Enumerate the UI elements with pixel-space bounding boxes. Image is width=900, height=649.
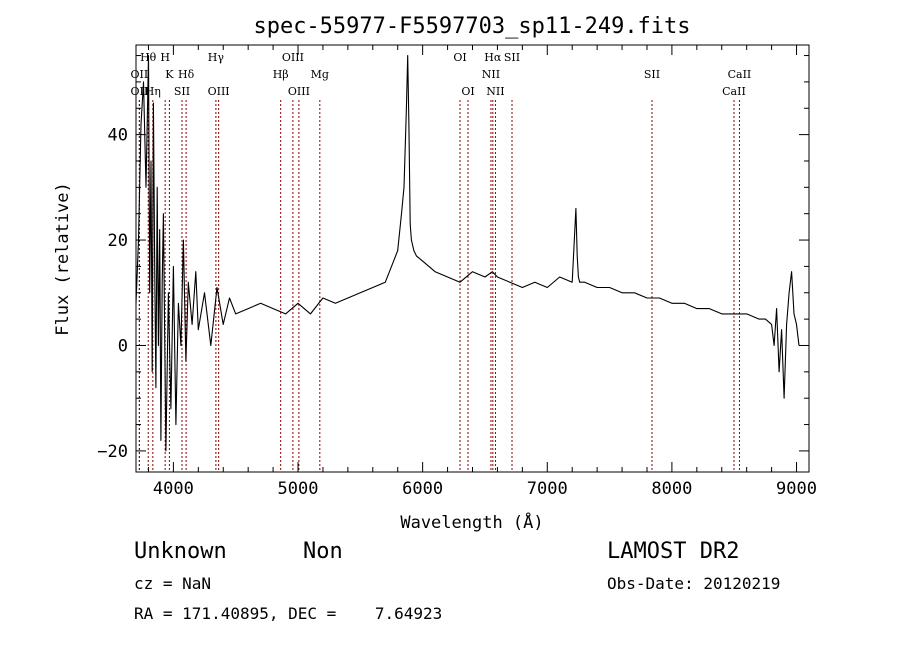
spectral-line-label: SII [644,68,660,81]
spectral-line-label: OI [461,85,474,98]
spectral-line-label: NII [486,85,504,98]
y-axis-label: Flux (relative) [53,182,73,336]
y-tick-label: −20 [97,442,128,462]
spectral-line-label: Hδ [178,68,195,81]
ra-dec-coordinates: RA = 171.40895, DEC = 7.64923 [134,604,443,623]
spectrum-series-layer [135,54,800,452]
spectral-line-label: CaII [728,68,752,81]
spectral-lines-layer: OIIHθOIIHηHKSIIHδHγOIIIHβOIIIOIIIMgOIOIH… [131,51,752,472]
x-tick-label: 6000 [402,479,443,499]
y-tick-label: 40 [108,126,128,146]
x-tick-label: 5000 [278,479,319,499]
spectral-line-label: Hα [484,51,502,64]
spectral-line-label: NII [482,68,500,81]
x-tick-label: 7000 [527,479,568,499]
spectral-line-label: OI [453,51,466,64]
x-tick-label: 8000 [651,479,692,499]
spectral-line-label: OII [131,68,149,81]
spectral-line-label: OIII [208,85,230,98]
spectral-line-label: Hγ [208,51,225,64]
spectral-line-label: Mg [311,68,329,81]
spectral-line-label: K [165,68,174,81]
y-tick-label: 20 [108,231,128,251]
spectral-line-label: CaII [722,85,746,98]
spectral-line-label: Hη [145,85,161,98]
axes-layer: 4000 5000 6000 7000 8000 9000 −20 0 20 40 [97,45,817,499]
x-tick-label: 4000 [153,479,194,499]
observation-date: Obs-Date: 20120219 [607,574,781,593]
x-axis-label: Wavelength (Å) [400,511,543,533]
spectral-line-label: Hβ [273,68,289,81]
spectral-line-label: OIII [282,51,304,64]
survey-name: LAMOST DR2 [607,539,740,564]
y-tick-label: 0 [118,336,128,356]
spectral-line-label: SII [174,85,190,98]
x-tick-label: 9000 [776,479,817,499]
chart-title: spec-55977-F5597703_sp11-249.fits [253,14,690,39]
plot-frame [135,44,810,473]
spectral-line-label: H [160,51,170,64]
object-subclass: Non [303,539,343,564]
spectrum-line [135,54,800,452]
spectral-line-label: OIII [288,85,310,98]
redshift-cz: cz = NaN [134,574,212,593]
spectral-line-label: SII [504,51,520,64]
object-class: Unknown [134,539,227,564]
